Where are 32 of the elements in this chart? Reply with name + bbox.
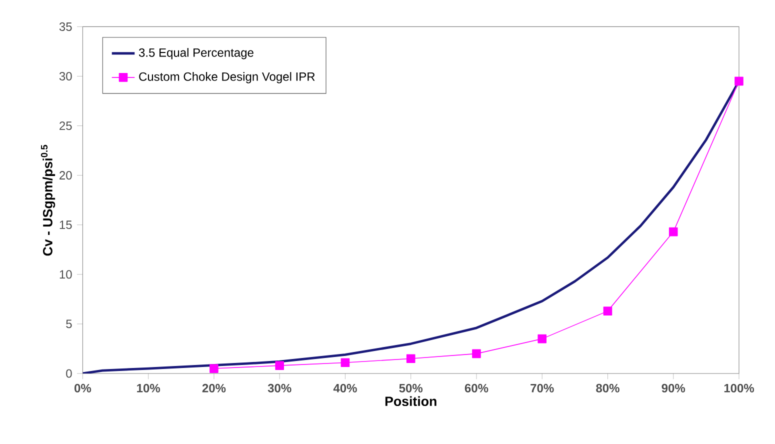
legend-label: Custom Choke Design Vogel IPR (139, 72, 315, 84)
point (210, 364, 218, 373)
point (275, 361, 284, 370)
x-tick-label: 0% (74, 384, 92, 392)
point (340, 358, 350, 367)
y-tick-label: 10 (60, 270, 72, 279)
x-tick-label: 60% (464, 384, 488, 392)
point (734, 76, 744, 86)
y-tick-label: 35 (59, 22, 72, 31)
x-tick-label: 100% (724, 384, 754, 392)
y-tick-label: 5 (66, 320, 72, 328)
point (603, 306, 612, 316)
legend-label: 3.5 Equal Percentage (138, 48, 254, 60)
x-tick-label: 20% (202, 384, 226, 392)
x-tick-label: 30% (268, 384, 292, 392)
x-tick-label: 10% (137, 384, 160, 392)
x-tick-label: 40% (333, 384, 357, 392)
x-tick-label: 70% (530, 384, 554, 392)
y-tick-label: 30 (59, 72, 72, 80)
y-tick-label: 15 (60, 220, 72, 229)
point (538, 334, 547, 344)
x-tick-label: 90% (662, 384, 686, 392)
y-axis-title: Cv - USgpm/psi$^{0.5}$ (40, 144, 56, 256)
y-tick-label: 20 (60, 170, 72, 180)
x-tick-label: 50% (399, 384, 423, 392)
point (406, 354, 416, 363)
point (668, 227, 678, 236)
x-axis-title: Position (385, 396, 436, 406)
point (472, 349, 481, 358)
y-tick-label: 0 (66, 369, 72, 378)
y-tick-label: 25 (60, 121, 72, 130)
x-tick-label: 80% (596, 384, 620, 392)
